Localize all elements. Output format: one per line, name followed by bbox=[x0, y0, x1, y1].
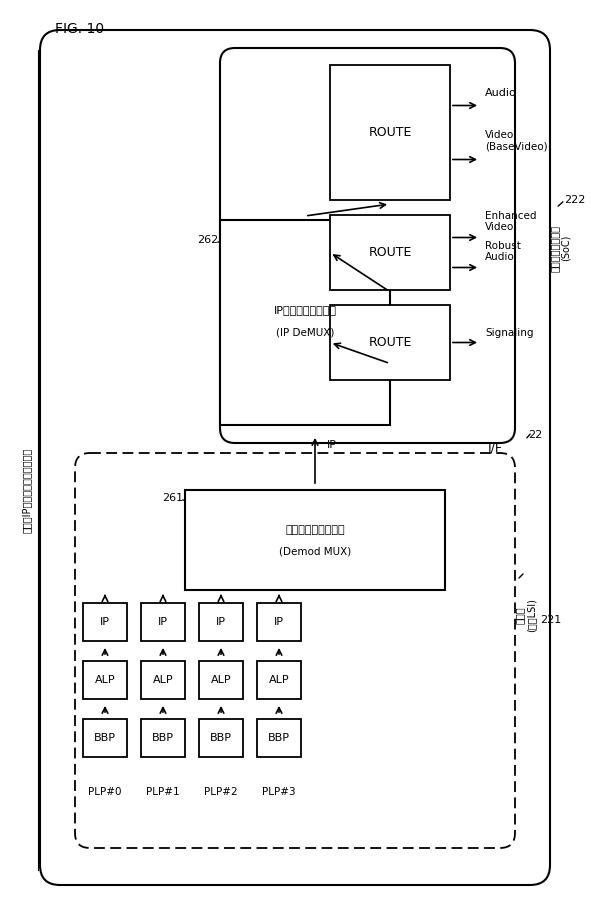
Text: BBP: BBP bbox=[94, 733, 116, 743]
Text: BBP: BBP bbox=[152, 733, 174, 743]
Text: 復調部
(復調LSI): 復調部 (復調LSI) bbox=[514, 598, 536, 632]
Bar bbox=[141, 719, 185, 757]
Bar bbox=[330, 215, 450, 290]
Text: ROUTE: ROUTE bbox=[368, 126, 412, 139]
Text: BBP: BBP bbox=[210, 733, 232, 743]
Bar bbox=[83, 603, 127, 641]
Bar bbox=[330, 65, 450, 200]
Text: ROUTE: ROUTE bbox=[368, 246, 412, 259]
Text: FIG. 10: FIG. 10 bbox=[55, 22, 104, 36]
Bar bbox=[220, 220, 390, 425]
FancyBboxPatch shape bbox=[40, 30, 550, 885]
Text: 222: 222 bbox=[564, 195, 586, 205]
Text: ALP: ALP bbox=[210, 675, 231, 685]
Text: (Demod MUX): (Demod MUX) bbox=[279, 547, 351, 557]
Text: デマルチプレクサ
(SoC): デマルチプレクサ (SoC) bbox=[549, 225, 571, 271]
Text: PLP#1: PLP#1 bbox=[146, 787, 180, 797]
Text: IP: IP bbox=[327, 440, 337, 450]
Text: PLP#0: PLP#0 bbox=[88, 787, 122, 797]
Text: ALP: ALP bbox=[152, 675, 173, 685]
Bar bbox=[83, 661, 127, 699]
Text: IP: IP bbox=[158, 617, 168, 627]
Text: PLP#3: PLP#3 bbox=[262, 787, 296, 797]
Text: 復調マルチプレクサ: 復調マルチプレクサ bbox=[285, 525, 345, 535]
Bar bbox=[330, 305, 450, 380]
Text: BBP: BBP bbox=[268, 733, 290, 743]
Bar bbox=[199, 719, 243, 757]
Text: (IP DeMUX): (IP DeMUX) bbox=[276, 328, 334, 338]
Bar bbox=[199, 603, 243, 641]
Bar bbox=[257, 603, 301, 641]
Text: 221: 221 bbox=[540, 615, 561, 625]
Text: IPデマルチプレクサ: IPデマルチプレクサ bbox=[274, 306, 336, 316]
Text: Audio: Audio bbox=[485, 88, 517, 98]
Text: IP: IP bbox=[274, 617, 284, 627]
Text: Signaling: Signaling bbox=[485, 328, 534, 338]
Text: Robust
Audio: Robust Audio bbox=[485, 241, 521, 263]
Bar bbox=[83, 719, 127, 757]
Text: Video
(BaseVideo): Video (BaseVideo) bbox=[485, 130, 548, 152]
Text: 送信側IPデータフロー識別方式: 送信側IPデータフロー識別方式 bbox=[22, 447, 32, 532]
Bar bbox=[257, 661, 301, 699]
Text: IP: IP bbox=[216, 617, 226, 627]
Text: IP: IP bbox=[100, 617, 110, 627]
Bar bbox=[185, 490, 445, 590]
Bar bbox=[257, 719, 301, 757]
Text: 261: 261 bbox=[162, 493, 183, 503]
Text: 262: 262 bbox=[197, 235, 218, 245]
Text: Enhanced
Video: Enhanced Video bbox=[485, 211, 537, 233]
Text: ALP: ALP bbox=[95, 675, 115, 685]
Bar bbox=[141, 661, 185, 699]
Text: 22: 22 bbox=[528, 430, 542, 440]
FancyBboxPatch shape bbox=[75, 453, 515, 848]
FancyBboxPatch shape bbox=[220, 48, 515, 443]
Text: I/F: I/F bbox=[488, 442, 502, 455]
Bar bbox=[199, 661, 243, 699]
Text: ALP: ALP bbox=[269, 675, 290, 685]
Text: ROUTE: ROUTE bbox=[368, 336, 412, 349]
Text: PLP#2: PLP#2 bbox=[204, 787, 238, 797]
Bar bbox=[141, 603, 185, 641]
